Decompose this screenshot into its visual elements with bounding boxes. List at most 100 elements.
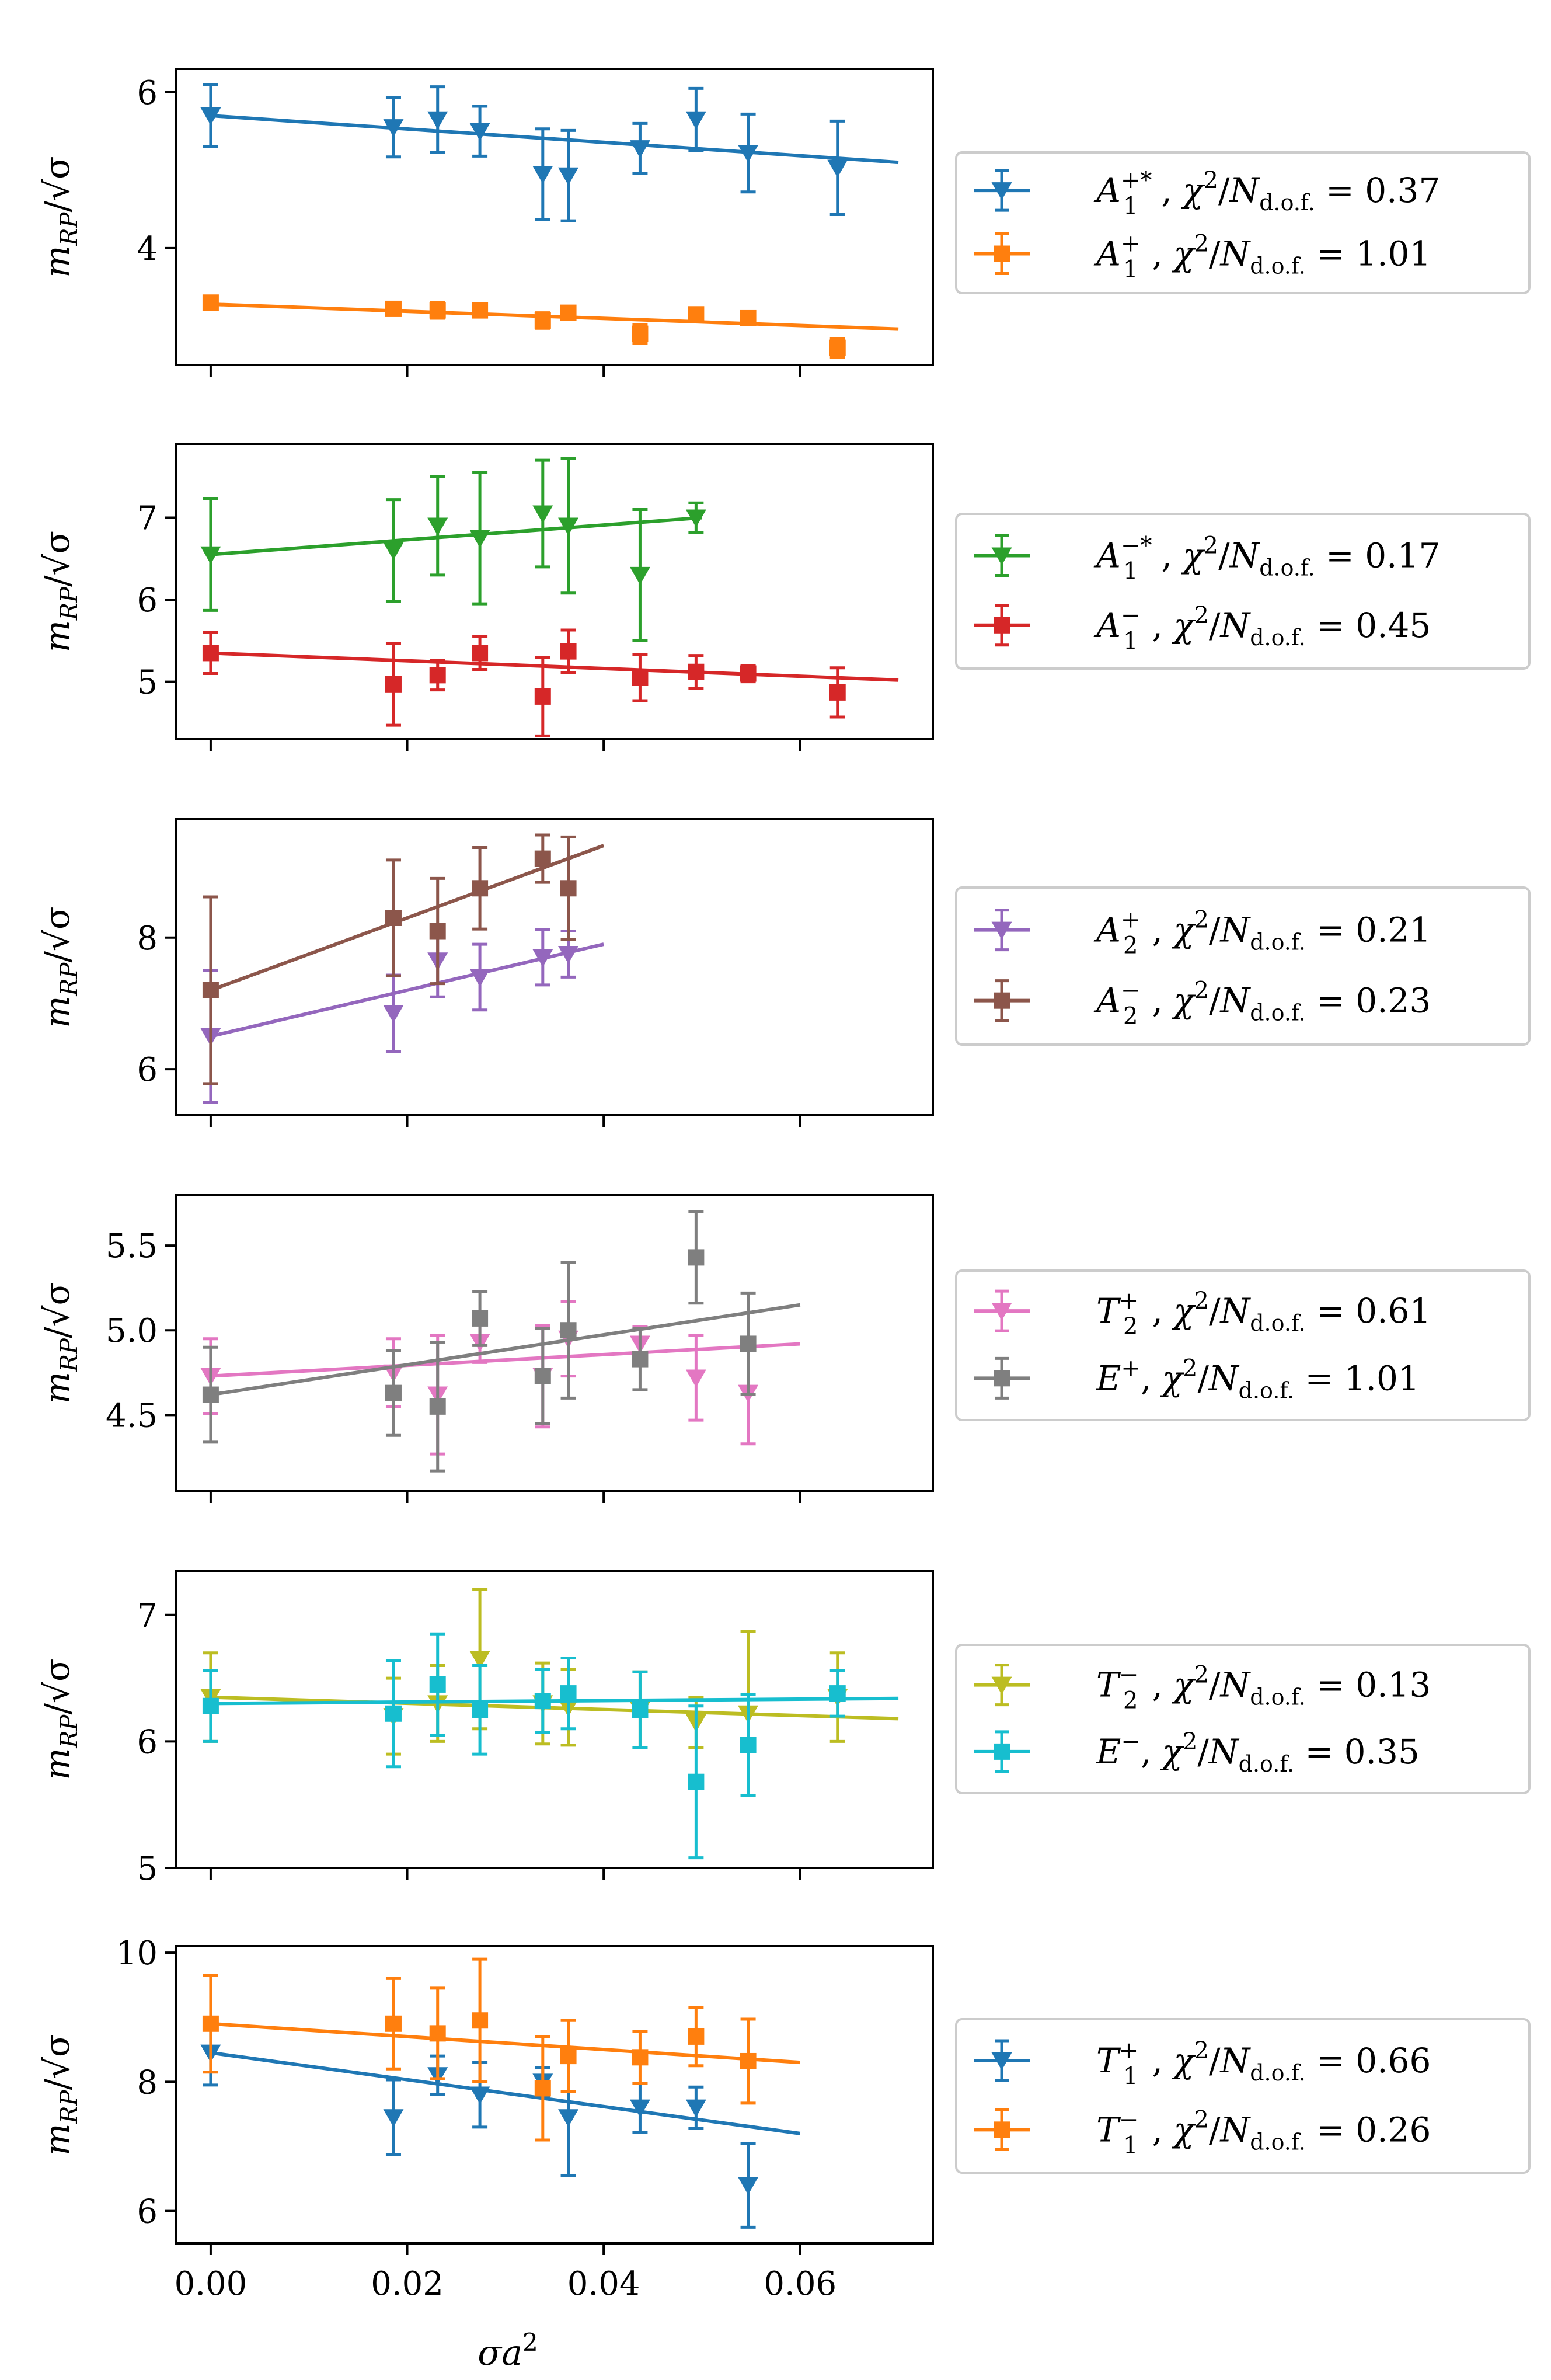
legend-label: A−* 1, χ2/Nd.o.f. = 0.17 <box>1093 533 1440 585</box>
marker <box>469 2086 490 2105</box>
legend-chi-value: 0.21 <box>1355 910 1431 950</box>
legend-label: E−, χ2/Nd.o.f. = 0.35 <box>1096 1728 1420 1777</box>
axes-frame <box>175 1570 934 1869</box>
marker <box>202 294 219 311</box>
legend-label: T− 1, χ2/Nd.o.f. = 0.26 <box>1096 2106 1431 2159</box>
data-point <box>202 631 219 676</box>
x-tick-label: 0.00 <box>175 2265 248 2303</box>
data-point <box>688 306 705 323</box>
marker <box>829 339 846 356</box>
data-point <box>469 105 490 158</box>
chart-panel-4: 4.5 5.0 5.5 mRP/√σ T+ 2, χ2/Nd.o.f. = 0.61 E+,… <box>37 1194 1531 1503</box>
data-point <box>202 895 219 1085</box>
data-point <box>202 1669 219 1743</box>
legend-label: A+ 2, χ2/Nd.o.f. = 0.21 <box>1093 907 1431 959</box>
legend-label: T+ 2, χ2/Nd.o.f. = 0.61 <box>1096 1288 1431 1340</box>
fit-line <box>210 651 899 682</box>
x-tick-label: 0.06 <box>764 2265 837 2303</box>
marker <box>469 1651 490 1669</box>
data-point <box>472 635 489 671</box>
marker <box>202 1697 219 1714</box>
data-point <box>534 1327 551 1425</box>
data-point <box>560 304 577 321</box>
marker <box>429 667 446 684</box>
data-point <box>560 1261 577 1400</box>
data-point <box>740 1291 757 1397</box>
data-point <box>632 1670 649 1749</box>
series-T1- <box>202 1957 800 2142</box>
data-point <box>560 628 577 674</box>
data-point <box>738 112 759 194</box>
legend-marker <box>994 1370 1010 1387</box>
series-A1+* <box>200 83 899 222</box>
data-point <box>632 1327 649 1391</box>
data-point <box>429 1341 446 1473</box>
data-point <box>740 664 757 684</box>
data-point <box>472 1289 489 1347</box>
marker <box>534 2080 551 2097</box>
marker <box>472 645 489 662</box>
series-E+ <box>202 1210 801 1473</box>
data-point <box>829 1669 846 1718</box>
data-point <box>558 457 579 595</box>
marker <box>740 1335 757 1352</box>
data-point <box>532 928 553 987</box>
marker <box>688 663 705 680</box>
legend-1: A+* 1, χ2/Nd.o.f. = 0.37 A+ 1, χ2/Nd.o.f. =… <box>955 151 1531 294</box>
marker <box>738 2177 759 2195</box>
series-A1- <box>202 628 899 737</box>
marker <box>685 111 706 130</box>
legend-chi-value: 0.17 <box>1365 536 1440 576</box>
data-point <box>740 2017 757 2105</box>
marker <box>532 505 553 524</box>
data-point <box>629 2082 650 2134</box>
series-A1+ <box>202 294 899 359</box>
y-tick-label: 6 <box>137 582 158 620</box>
legend-2: A−* 1, χ2/Nd.o.f. = 0.17 A− 1, χ2/Nd.o.f. =… <box>955 513 1531 670</box>
marker <box>202 982 219 998</box>
data-point <box>472 1957 489 2083</box>
legend-label: A− 2, χ2/Nd.o.f. = 0.23 <box>1093 977 1431 1030</box>
marker <box>740 1737 757 1753</box>
x-tick-label: 0.04 <box>567 2265 640 2303</box>
data-point <box>383 498 404 603</box>
legend-chi-value: 1.01 <box>1344 1358 1420 1398</box>
marker <box>688 1249 705 1266</box>
marker <box>472 302 489 319</box>
legend-marker <box>991 921 1012 940</box>
series-A2- <box>202 833 605 1085</box>
marker <box>629 140 650 158</box>
legend-box <box>955 151 1531 294</box>
marker <box>560 1685 577 1702</box>
data-point <box>383 973 404 1053</box>
data-point <box>740 309 757 326</box>
marker <box>560 643 577 660</box>
legend-entry-A1+: A+ 1, χ2/Nd.o.f. = 1.01 <box>974 231 1431 283</box>
data-point <box>202 1974 219 2074</box>
marker <box>385 1705 402 1722</box>
series-T1+ <box>200 2019 801 2229</box>
legend-label: T+ 1, χ2/Nd.o.f. = 0.66 <box>1096 2037 1431 2090</box>
legend-marker <box>991 182 1012 200</box>
series-E- <box>202 1632 899 1860</box>
y-tick-label: 5 <box>137 1850 158 1888</box>
y-tick-label: 7 <box>137 500 158 538</box>
data-point <box>532 127 553 221</box>
axes-frame <box>175 818 934 1116</box>
legend-marker <box>994 245 1010 262</box>
marker <box>383 542 404 561</box>
data-point <box>200 83 221 148</box>
marker <box>472 1702 489 1718</box>
chart-panel-3: 6 8 mRP/√σ A+ 2, χ2/Nd.o.f. = 0.21 A− 2, χ2/Nd… <box>37 818 1531 1127</box>
data-point <box>688 1704 705 1860</box>
legend-chi-value: 0.66 <box>1355 2041 1431 2080</box>
legend-chi-value: 0.26 <box>1355 2110 1431 2149</box>
marker <box>534 312 551 329</box>
data-point <box>632 323 649 345</box>
data-point <box>629 507 650 642</box>
data-point <box>385 1977 402 2071</box>
legend-chi-value: 0.23 <box>1355 981 1431 1021</box>
marker <box>532 166 553 184</box>
marker <box>429 1676 446 1693</box>
data-point <box>827 119 848 216</box>
